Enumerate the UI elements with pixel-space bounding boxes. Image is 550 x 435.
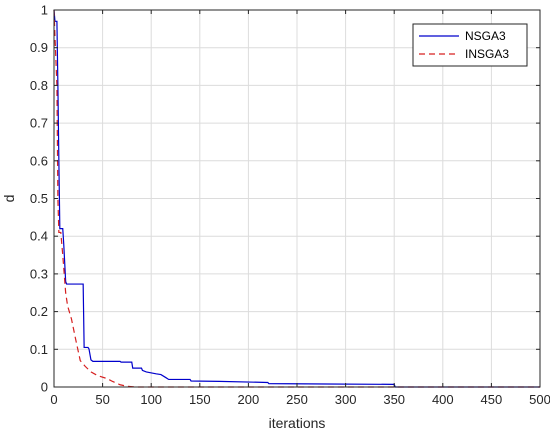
y-tick-label: 0.9	[30, 40, 48, 55]
series-line-nsga3	[53, 9, 540, 388]
y-axis: 0 0.1 0.2 0.3 0.4 0.5 0.6 0.7 0.8 0.9 1	[30, 3, 540, 395]
x-tick-label: 300	[335, 392, 357, 407]
x-axis: 0 50 100 150 200 250 300 350 400 450 500	[50, 10, 550, 407]
y-tick-label: 1	[41, 3, 48, 18]
x-axis-label: iterations	[269, 415, 326, 431]
x-tick-label: 400	[432, 392, 454, 407]
y-tick-label: 0.8	[30, 78, 48, 93]
legend-label-nsga3: NSGA3	[465, 29, 506, 43]
y-tick-label: 0.2	[30, 304, 48, 319]
x-tick-label: 450	[481, 392, 503, 407]
y-tick-label: 0.5	[30, 191, 48, 206]
x-tick-label: 150	[189, 392, 211, 407]
legend-box	[412, 23, 528, 67]
y-tick-label: 0.3	[30, 266, 48, 281]
series-line-insga3	[53, 9, 540, 388]
x-tick-label: 250	[286, 392, 308, 407]
series-layer	[53, 9, 540, 388]
legend: NSGA3 INSGA3	[412, 23, 528, 67]
x-tick-label: 0	[50, 392, 57, 407]
y-tick-label: 0.6	[30, 153, 48, 168]
y-tick-label: 0.4	[30, 229, 48, 244]
legend-label-insga3: INSGA3	[465, 47, 509, 61]
y-tick-label: 0.7	[30, 116, 48, 131]
x-tick-label: 200	[238, 392, 260, 407]
y-tick-label: 0	[41, 380, 48, 395]
x-tick-label: 50	[95, 392, 109, 407]
y-tick-label: 0.1	[30, 342, 48, 357]
x-tick-label: 100	[140, 392, 162, 407]
x-tick-label: 350	[383, 392, 405, 407]
y-axis-label: d	[1, 195, 17, 203]
x-tick-label: 500	[529, 392, 550, 407]
